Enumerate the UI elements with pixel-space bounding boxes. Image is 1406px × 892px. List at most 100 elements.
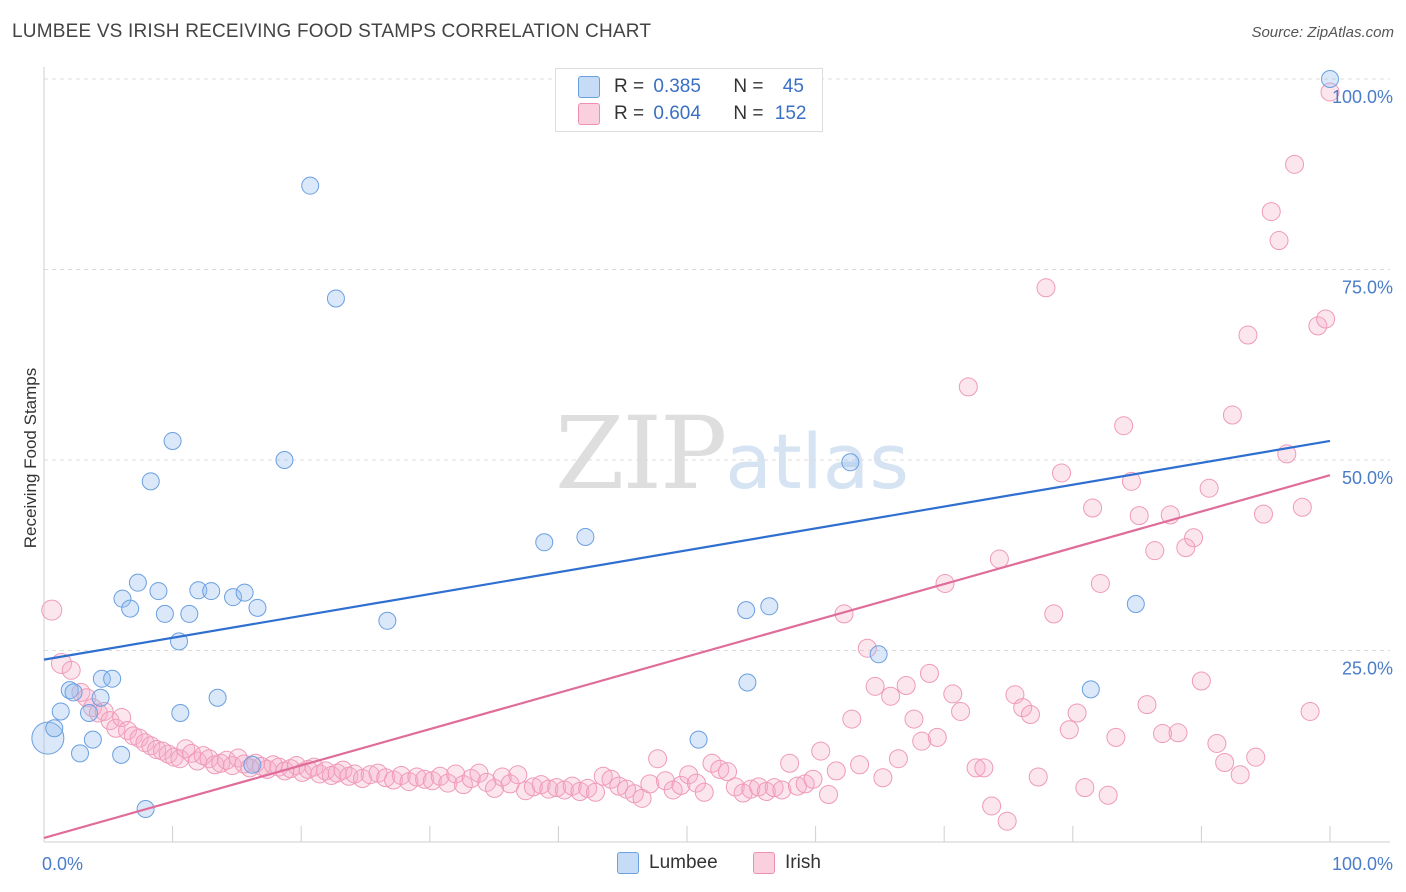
irish-point [1145, 541, 1165, 561]
lumbee-point [1126, 595, 1145, 614]
lumbee-point [326, 289, 345, 308]
irish-point [974, 758, 994, 778]
lumbee-point [869, 645, 888, 664]
bottom-irish-label: Irish [785, 852, 821, 873]
irish-point [593, 766, 613, 786]
irish-point [1075, 778, 1095, 798]
y-tick-label: 50.0% [1342, 468, 1393, 488]
lumbee-point [149, 582, 168, 601]
bottom-legend-irish: Irish [753, 852, 821, 874]
irish-point [1253, 504, 1273, 524]
lumbee-point [535, 533, 554, 552]
axis-layer [43, 67, 1390, 843]
irish-point [376, 768, 396, 788]
irish-point [803, 769, 823, 789]
irish-point [1207, 733, 1227, 753]
lumbee-point [163, 431, 182, 450]
irish-point [485, 778, 505, 798]
irish-point [912, 731, 932, 751]
irish-point [601, 769, 621, 789]
irish-point [430, 766, 450, 786]
irish-point [1230, 765, 1250, 785]
irish-point [1215, 753, 1235, 773]
irish-point [888, 749, 908, 769]
irish-swatch [578, 103, 600, 125]
lumbee-point [275, 451, 294, 469]
irish-point [1261, 202, 1281, 222]
lumbee-point [248, 598, 267, 617]
lumbee-point [576, 527, 595, 546]
lumbee-point [141, 472, 160, 491]
lumbee-point [180, 604, 199, 623]
x-tick-label-min: 0.0% [42, 854, 83, 874]
irish-point [477, 772, 497, 792]
irish-point [1059, 720, 1079, 740]
lumbee-point [301, 176, 320, 195]
irish-point [1121, 471, 1141, 491]
lumbee-point [155, 604, 174, 623]
watermark-zip: ZIP [555, 395, 727, 512]
irish-point [958, 377, 978, 397]
correlation-legend: R = 0.385 N = 45 R = 0.604 N = 152 [555, 68, 823, 132]
lumbee-point [128, 573, 147, 592]
irish-point [1300, 701, 1320, 721]
irish-point [1044, 604, 1064, 624]
grid-layer [44, 78, 1390, 651]
lumbee-point [208, 688, 227, 707]
irish-point [679, 765, 699, 785]
irish-point [927, 727, 947, 747]
irish-point [333, 760, 353, 780]
irish-point [1067, 703, 1087, 723]
chart-title: LUMBEE VS IRISH RECEIVING FOOD STAMPS CO… [12, 21, 652, 42]
lumbee-point [112, 745, 131, 764]
irish-point [982, 796, 1002, 816]
lumbee-point [113, 589, 132, 608]
lumbee-n-value: 45 [782, 76, 804, 97]
irish-point [904, 709, 924, 729]
irish-n-label: N = [733, 103, 764, 124]
irish-point [702, 753, 722, 773]
irish-point [100, 711, 120, 731]
irish-point [819, 785, 839, 805]
irish-r-value: 0.604 [653, 103, 701, 124]
irish-point [1184, 528, 1204, 548]
irish-point [1137, 695, 1157, 715]
irish-point [1013, 698, 1033, 718]
irish-point [1114, 416, 1134, 436]
irish-point [1090, 573, 1110, 593]
lumbee-point [71, 744, 90, 763]
irish-point [539, 779, 559, 799]
trend-lines [43, 439, 1331, 840]
irish-point [106, 718, 126, 738]
lumbee-point [689, 730, 708, 749]
irish-point [919, 663, 939, 683]
irish-point [648, 749, 668, 769]
irish-point [523, 777, 543, 797]
irish-point [1129, 506, 1149, 526]
lumbee-point [189, 581, 208, 600]
lumbee-point [91, 688, 110, 707]
lumbee-point [738, 673, 757, 692]
irish-point [453, 775, 473, 795]
irish-point [826, 761, 846, 781]
irish-point [842, 709, 862, 729]
lumbee-point [841, 453, 860, 472]
irish-point [632, 788, 652, 808]
watermark-atlas: atlas [725, 417, 909, 506]
irish-point [997, 811, 1017, 831]
irish-r-label: R = [614, 103, 645, 124]
irish-point [1320, 82, 1340, 102]
lumbee-point [760, 597, 779, 616]
irish-point [158, 744, 178, 764]
irish-point [211, 753, 231, 773]
irish-point [1222, 405, 1242, 425]
lumbee-point [80, 703, 99, 722]
irish-point [850, 755, 870, 775]
irish-point [780, 753, 800, 773]
lumbee-trend-line [43, 439, 1331, 661]
irish-trend-line [43, 474, 1331, 840]
irish-point [508, 765, 528, 785]
irish-point [1098, 785, 1118, 805]
bottom-lumbee-swatch [617, 852, 639, 874]
